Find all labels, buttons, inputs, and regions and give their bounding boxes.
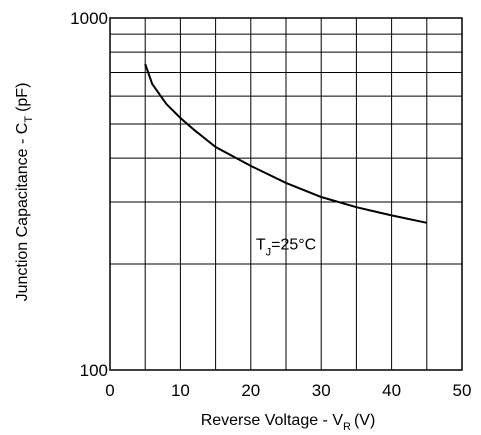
- x-tick-label: 50: [453, 381, 472, 400]
- y-tick-labels: 1000 100: [70, 9, 108, 380]
- y-axis-title: Junction Capacitance - CT (pF): [14, 83, 35, 302]
- x-tick-label: 40: [382, 381, 401, 400]
- annotation-subscript: J: [266, 246, 272, 258]
- annotation-text: =25°C: [271, 236, 316, 253]
- x-axis-title-subscript: R: [343, 421, 351, 433]
- annotation-prefix: T: [256, 236, 266, 253]
- y-tick-label: 1000: [70, 9, 108, 28]
- x-axis-title-main: Reverse Voltage - V: [201, 412, 344, 429]
- capacitance-curve: [144, 63, 428, 224]
- x-tick-label: 0: [105, 381, 114, 400]
- x-axis-title: Reverse Voltage - VR (V): [201, 412, 376, 433]
- x-axis-title-unit: (V): [354, 412, 375, 429]
- x-tick-labels: 0 10 20 30 40 50: [105, 381, 471, 400]
- y-tick-label: 100: [80, 361, 108, 380]
- x-tick-label: 10: [171, 381, 190, 400]
- x-tick-label: 30: [312, 381, 331, 400]
- plot-frame: [109, 17, 463, 371]
- temperature-annotation: TJ=25°C: [256, 236, 316, 258]
- y-axis-title-main: Junction Capacitance - C: [14, 123, 31, 302]
- grid: [109, 18, 463, 370]
- x-tick-label: 20: [241, 381, 260, 400]
- y-axis-title-subscript: T: [23, 116, 35, 123]
- y-axis-title-unit: (pF): [14, 83, 31, 112]
